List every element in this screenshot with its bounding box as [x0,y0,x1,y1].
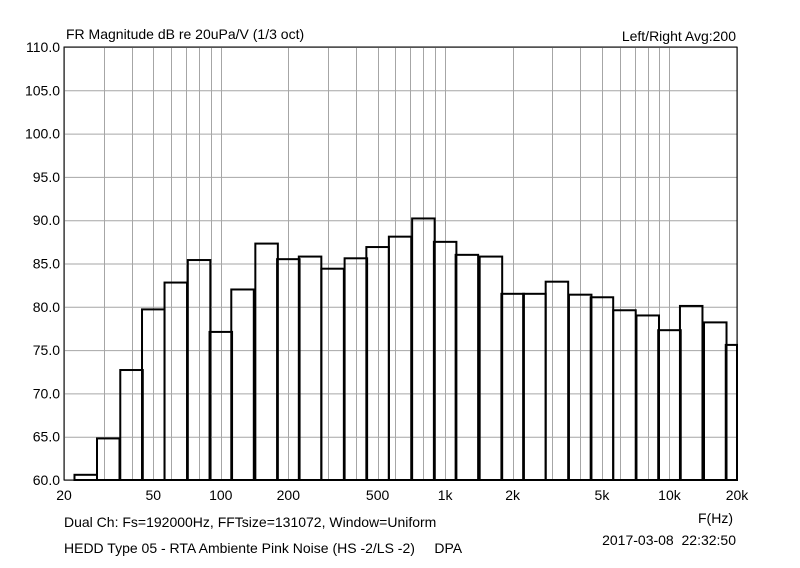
chart-title: FR Magnitude dB re 20uPa/V (1/3 oct) [66,26,305,42]
bar [612,309,637,481]
x-axis-ticks: 20 50 100 200 500 1k 2k 5k 10k 20k [56,487,749,503]
y-tick-label: 95.0 [33,169,60,185]
bar [163,281,189,481]
x-tick-label: 500 [366,487,390,503]
y-tick-label: 90.0 [33,212,60,228]
x-tick-label: 200 [277,487,301,503]
y-tick-label: 75.0 [33,342,60,358]
measurement-info: Dual Ch: Fs=192000Hz, FFTsize=131072, Wi… [64,514,437,530]
y-tick-label: 85.0 [33,256,60,272]
bar [703,321,728,481]
x-tick-label: 1k [438,487,454,503]
x-axis-label: F(Hz) [698,510,733,526]
bar [297,255,323,481]
plot-frame [63,46,738,481]
y-tick-label: 60.0 [33,472,60,488]
bar [454,253,480,481]
y-tick-label: 80.0 [33,299,60,315]
x-tick-label: 10k [658,487,682,503]
y-axis-ticks: 60.0 65.0 70.0 75.0 80.0 85.0 90.0 95.0 100.0 105… [25,39,60,488]
y-tick-label: 65.0 [33,429,60,445]
bars [73,217,738,482]
bar [320,267,345,482]
measurement-name: HEDD Type 05 - RTA Ambiente Pink Noise (… [64,540,463,556]
bar [387,235,413,481]
y-tick-label: 70.0 [33,385,60,401]
x-tick-label: 50 [145,487,161,503]
x-tick-label: 5k [595,487,611,503]
x-tick-label: 20k [726,487,750,503]
bar [119,369,144,482]
y-tick-label: 100.0 [25,126,60,142]
bar [635,314,660,481]
bar [254,242,279,481]
bar [208,330,234,481]
channel-average: Left/Right Avg:200 [621,28,736,44]
x-tick-label: 100 [209,487,233,503]
x-tick-label: 20 [56,487,72,503]
bar [522,292,547,481]
bar [365,246,390,481]
timestamp: 2017-03-08 22:32:50 [602,532,736,548]
bar [343,257,369,481]
bar [544,280,570,481]
bar [589,296,615,481]
y-tick-label: 110.0 [26,39,60,55]
bar [96,437,121,482]
bar [230,288,255,482]
bar [500,292,525,481]
y-tick-label: 105.0 [25,82,60,98]
bar [73,473,98,481]
bar [678,304,704,481]
x-tick-label: 2k [505,487,521,503]
bar [478,255,504,481]
